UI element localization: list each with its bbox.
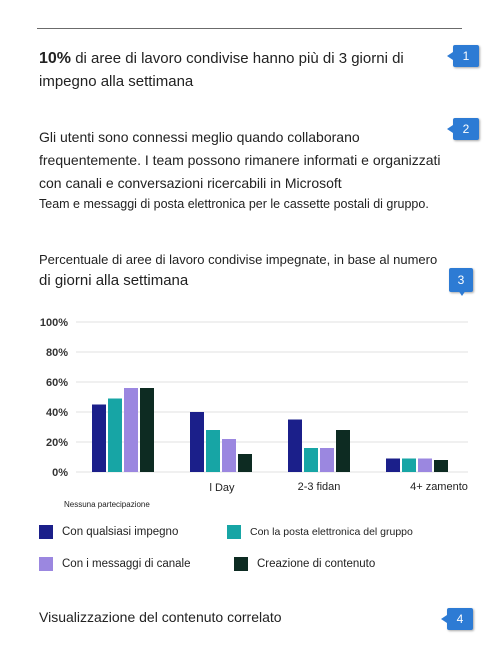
bar [288,419,302,472]
paragraph-line-3: con canali e conversazioni ricercabili i… [39,175,342,191]
legend-swatch-3 [234,557,248,571]
chart-heading-line-2: di giorni alla settimana [39,272,189,289]
paragraph-line-2: frequentemente. I team possono rimanere … [39,152,441,168]
top-divider [37,28,462,29]
highlight-percent: 10% [39,50,72,67]
bar [108,398,122,472]
legend-label-1: Con la posta elettronica del gruppo [250,526,413,538]
bar [304,448,318,472]
legend-label-2: Con i messaggi di canale [62,558,191,570]
legend-item-3: Creazione di contenuto [234,557,375,571]
callout-1[interactable]: 1 [447,45,479,67]
bar [206,430,220,472]
bar [402,458,416,472]
legend-swatch-1 [227,525,241,539]
related-content-link[interactable]: Visualizzazione del contenuto correlato [39,609,282,625]
y-tick-label: 60% [46,377,68,389]
legend-swatch-2 [39,557,53,571]
paragraph-line-4: Team e messaggi di posta elettronica per… [39,197,429,211]
legend-label-3: Creazione di contenuto [257,558,376,570]
x-tick-label: 4+ zamento [410,481,468,493]
chart-heading-line-1: Percentuale di aree di lavoro condivise … [39,252,438,267]
bar [320,448,334,472]
legend-item-2: Con i messaggi di canale [39,557,191,571]
y-tick-label: 0% [52,467,68,479]
x-tick-label: 2-3 fidan [298,481,341,493]
bar-chart: 100% 80% 60% 40% 20% 0% Nessuna partecipazione… [40,317,468,509]
intro-text: 10% di aree di lavoro condivise hanno pi… [39,47,404,93]
y-tick-label: 100% [40,317,68,329]
legend-item-1: Con la posta elettronica del gruppo [227,525,413,539]
bar [222,439,236,472]
x-tick-label: Nessuna partecipazione [64,500,150,509]
legend-item-0: Con qualsiasi impegno [39,525,178,539]
bar [190,412,204,472]
y-tick-label: 80% [46,347,68,359]
intro-line-1: di aree di lavoro condivise hanno più di… [71,50,404,67]
callout-4[interactable]: 4 [441,608,473,630]
bar [124,388,138,472]
callout-3[interactable]: 3 [449,268,473,296]
intro-line-2: impegno alla settimana [39,73,194,90]
bar [336,430,350,472]
description-paragraph: Gli utenti sono connessi meglio quando c… [39,126,441,214]
y-tick-label: 20% [46,437,68,449]
bar [238,454,252,472]
callout-2[interactable]: 2 [447,118,479,140]
bar [92,404,106,472]
x-tick-label: l Day [209,482,235,494]
bar [418,458,432,472]
chart-heading: Percentuale di aree di lavoro condivise … [39,250,437,292]
y-tick-label: 40% [46,407,68,419]
bar [140,388,154,472]
legend-swatch-0 [39,525,53,539]
bar [434,460,448,472]
legend-label-0: Con qualsiasi impegno [62,526,179,538]
paragraph-line-1: Gli utenti sono connessi meglio quando c… [39,129,360,145]
bar [386,458,400,472]
